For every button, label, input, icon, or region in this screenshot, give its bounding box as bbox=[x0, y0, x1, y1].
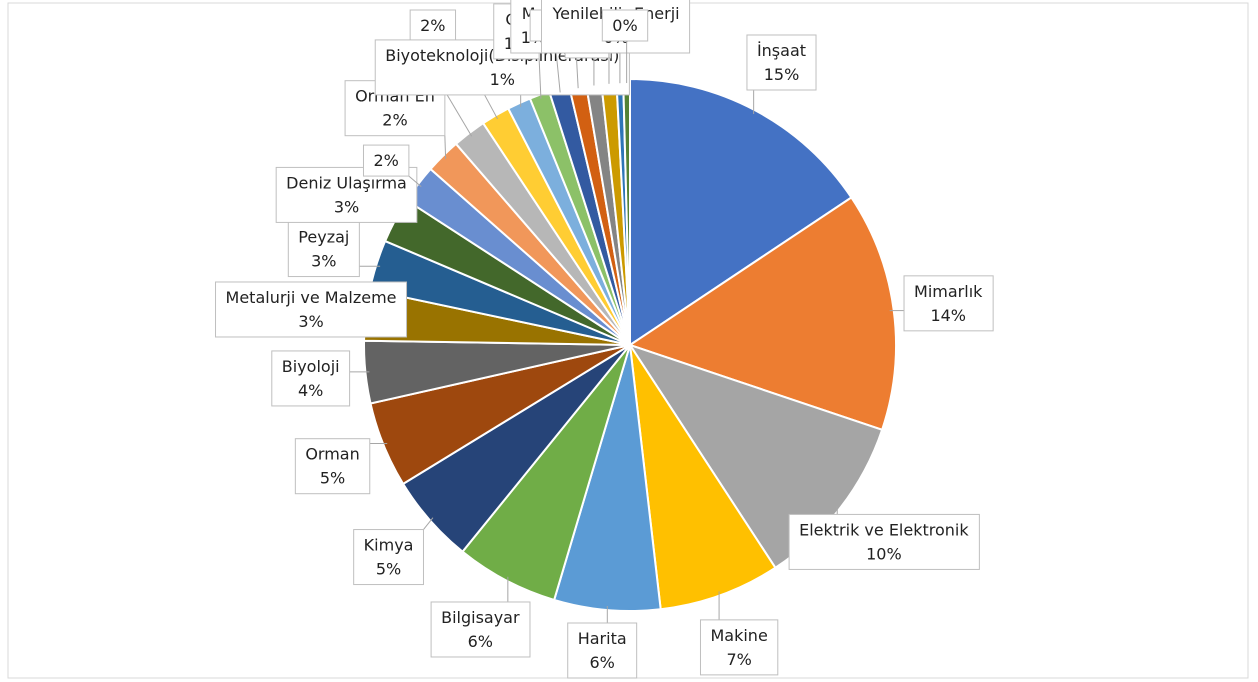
category-label: Metalurji ve Malzeme bbox=[226, 288, 397, 307]
label-text: Makine 7% bbox=[710, 626, 767, 669]
value-label: 3% bbox=[298, 312, 323, 331]
leader-line bbox=[444, 135, 447, 159]
leader-line bbox=[423, 517, 434, 530]
label-box bbox=[362, 144, 410, 177]
value-label: 14% bbox=[930, 306, 966, 325]
value-label: 3% bbox=[334, 197, 359, 216]
leader-line bbox=[555, 52, 561, 93]
data-label: Harita 6% bbox=[567, 622, 638, 679]
data-label: Peyzaj 3% bbox=[287, 221, 360, 278]
label-box bbox=[601, 9, 649, 42]
label-box bbox=[746, 34, 817, 91]
data-label: 0% bbox=[601, 9, 649, 42]
category-label: Bilgisayar bbox=[441, 608, 520, 627]
value-label: 7% bbox=[726, 650, 751, 669]
label-text: Deniz Ulaşırma 3% bbox=[286, 173, 407, 216]
data-label: 2% bbox=[409, 9, 457, 42]
data-label: 2% bbox=[362, 144, 410, 177]
label-box bbox=[430, 601, 531, 658]
data-label: Bilgisayar 6% bbox=[430, 601, 531, 658]
label-text: Metalurji ve Malzeme 3% bbox=[226, 288, 397, 331]
label-box bbox=[294, 438, 371, 495]
category-label: Mimarlık bbox=[914, 282, 983, 301]
label-box bbox=[287, 221, 360, 278]
category-label: İnşaat bbox=[757, 41, 806, 60]
data-label: Deniz Ulaşırma 3% bbox=[275, 166, 418, 223]
label-text: Bilgisayar 6% bbox=[441, 608, 520, 651]
data-label: Makine 7% bbox=[699, 619, 779, 676]
label-text: 0% bbox=[612, 16, 637, 35]
data-label: Biyoloji 4% bbox=[271, 350, 351, 407]
data-label: Elektrik ve Elektronik 10% bbox=[788, 513, 980, 570]
category-label: Elektrik ve Elektronik bbox=[799, 520, 969, 539]
label-box bbox=[409, 9, 457, 42]
label-box bbox=[275, 166, 418, 223]
value-label: 10% bbox=[866, 544, 902, 563]
label-text: Orman 5% bbox=[305, 445, 359, 488]
label-text: 2% bbox=[420, 16, 445, 35]
label-box bbox=[215, 281, 408, 338]
label-box bbox=[903, 275, 994, 332]
value-label: 1% bbox=[490, 70, 515, 89]
pie-slice bbox=[629, 77, 853, 347]
label-box bbox=[567, 622, 638, 679]
label-box bbox=[788, 513, 980, 570]
value-label: 3% bbox=[311, 252, 336, 271]
data-label: İnşaat 15% bbox=[746, 34, 817, 91]
label-text: Mimarlık 14% bbox=[914, 282, 983, 325]
label-text: İnşaat 15% bbox=[757, 41, 806, 84]
label-text: 2% bbox=[373, 151, 398, 170]
data-label: Kimya 5% bbox=[353, 529, 424, 586]
category-label: Makine bbox=[710, 626, 767, 645]
value-label: 5% bbox=[376, 560, 401, 579]
pie-slice bbox=[629, 344, 777, 611]
value-label: 2% bbox=[373, 151, 398, 170]
value-label: 0% bbox=[612, 16, 637, 35]
pie-slice bbox=[627, 196, 897, 432]
data-label: Mimarlık 14% bbox=[903, 275, 994, 332]
value-label: 2% bbox=[382, 111, 407, 130]
label-box bbox=[699, 619, 779, 676]
label-text: Elektrik ve Elektronik 10% bbox=[799, 520, 969, 563]
label-box bbox=[353, 529, 424, 586]
value-label: 6% bbox=[468, 632, 493, 651]
label-box bbox=[271, 350, 351, 407]
category-label: Harita bbox=[578, 629, 627, 648]
label-text: Kimya 5% bbox=[364, 536, 414, 579]
category-label: Deniz Ulaşırma bbox=[286, 173, 407, 192]
data-label: Orman 5% bbox=[294, 438, 371, 495]
leader-line bbox=[538, 58, 542, 99]
value-label: 6% bbox=[589, 653, 614, 672]
value-label: 5% bbox=[320, 469, 345, 488]
leader-line bbox=[408, 175, 422, 188]
label-text: Biyoloji 4% bbox=[282, 357, 340, 400]
category-label: Peyzaj bbox=[298, 228, 349, 247]
category-label: Biyoloji bbox=[282, 357, 340, 376]
category-label: Orman bbox=[305, 445, 359, 464]
value-label: 2% bbox=[420, 16, 445, 35]
data-label: Metalurji ve Malzeme 3% bbox=[215, 281, 408, 338]
label-text: Peyzaj 3% bbox=[298, 228, 349, 271]
category-label: Kimya bbox=[364, 536, 414, 555]
pie-slice bbox=[627, 343, 884, 570]
value-label: 4% bbox=[298, 381, 323, 400]
label-text: Harita 6% bbox=[578, 629, 627, 672]
value-label: 15% bbox=[764, 65, 800, 84]
